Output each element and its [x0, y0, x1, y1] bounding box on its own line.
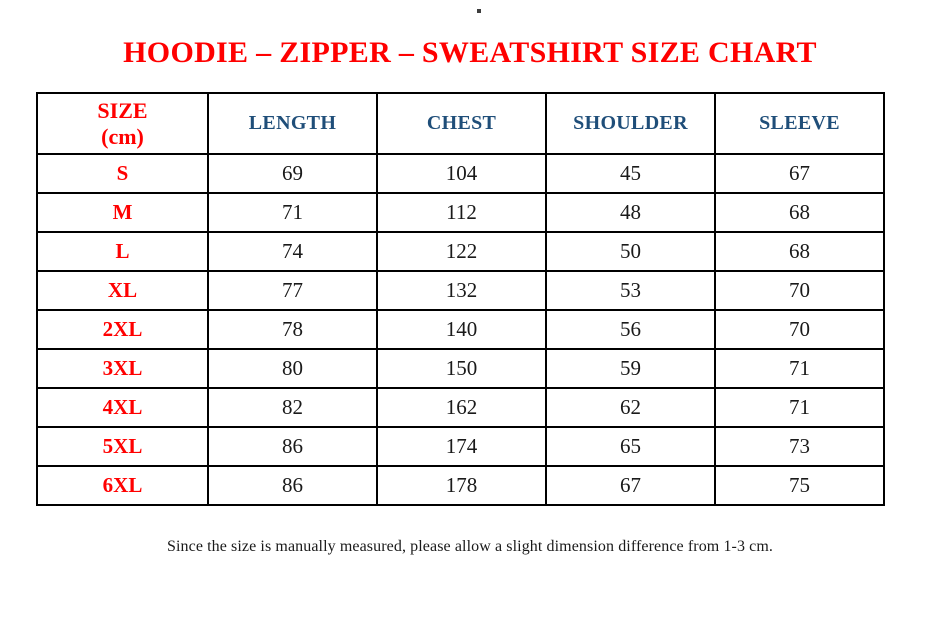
shoulder-cell: 45	[545, 153, 716, 194]
size-cell: M	[36, 192, 209, 233]
size-chart-table: SIZE (cm) LENGTH CHEST SHOULDER SLEEVE S…	[36, 92, 885, 506]
chest-cell: 174	[376, 426, 547, 467]
size-cell: S	[36, 153, 209, 194]
size-cell: 6XL	[36, 465, 209, 506]
shoulder-cell: 62	[545, 387, 716, 428]
shoulder-cell: 50	[545, 231, 716, 272]
size-cell: 5XL	[36, 426, 209, 467]
measurement-disclaimer: Since the size is manually measured, ple…	[166, 538, 774, 555]
length-cell: 80	[207, 348, 378, 389]
sleeve-cell: 70	[714, 270, 885, 311]
chest-cell: 104	[376, 153, 547, 194]
table-row: 4XL 82 162 62 71	[36, 387, 885, 428]
table-row: 3XL 80 150 59 71	[36, 348, 885, 389]
shoulder-cell: 65	[545, 426, 716, 467]
stray-dot	[477, 9, 481, 13]
chest-cell: 150	[376, 348, 547, 389]
chest-cell: 122	[376, 231, 547, 272]
length-cell: 77	[207, 270, 378, 311]
chest-cell: 162	[376, 387, 547, 428]
table-row: S 69 104 45 67	[36, 153, 885, 194]
sleeve-cell: 73	[714, 426, 885, 467]
length-cell: 78	[207, 309, 378, 350]
sleeve-cell: 71	[714, 387, 885, 428]
length-cell: 69	[207, 153, 378, 194]
shoulder-cell: 67	[545, 465, 716, 506]
sleeve-cell: 70	[714, 309, 885, 350]
column-header-chest: CHEST	[376, 92, 547, 155]
column-header-size: SIZE (cm)	[36, 92, 209, 155]
size-cell: XL	[36, 270, 209, 311]
shoulder-cell: 53	[545, 270, 716, 311]
sleeve-cell: 68	[714, 192, 885, 233]
table-row: 6XL 86 178 67 75	[36, 465, 885, 506]
shoulder-cell: 59	[545, 348, 716, 389]
table-row: L 74 122 50 68	[36, 231, 885, 272]
length-cell: 86	[207, 426, 378, 467]
size-cell: 4XL	[36, 387, 209, 428]
column-header-length: LENGTH	[207, 92, 378, 155]
size-cell: L	[36, 231, 209, 272]
table-row: 2XL 78 140 56 70	[36, 309, 885, 350]
header-row: SIZE (cm) LENGTH CHEST SHOULDER SLEEVE	[36, 92, 885, 155]
length-cell: 71	[207, 192, 378, 233]
size-header-line2: (cm)	[101, 123, 144, 149]
shoulder-cell: 48	[545, 192, 716, 233]
size-cell: 3XL	[36, 348, 209, 389]
size-header-line1: SIZE	[97, 97, 148, 123]
length-cell: 86	[207, 465, 378, 506]
table-row: M 71 112 48 68	[36, 192, 885, 233]
sleeve-cell: 71	[714, 348, 885, 389]
size-cell: 2XL	[36, 309, 209, 350]
shoulder-cell: 56	[545, 309, 716, 350]
chest-cell: 140	[376, 309, 547, 350]
table-row: XL 77 132 53 70	[36, 270, 885, 311]
sleeve-cell: 67	[714, 153, 885, 194]
chest-cell: 178	[376, 465, 547, 506]
length-cell: 82	[207, 387, 378, 428]
length-cell: 74	[207, 231, 378, 272]
sleeve-cell: 68	[714, 231, 885, 272]
column-header-shoulder: SHOULDER	[545, 92, 716, 155]
table-row: 5XL 86 174 65 73	[36, 426, 885, 467]
chest-cell: 132	[376, 270, 547, 311]
sleeve-cell: 75	[714, 465, 885, 506]
page-title: HOODIE – ZIPPER – SWEATSHIRT SIZE CHART	[123, 36, 817, 69]
column-header-sleeve: SLEEVE	[714, 92, 885, 155]
chest-cell: 112	[376, 192, 547, 233]
